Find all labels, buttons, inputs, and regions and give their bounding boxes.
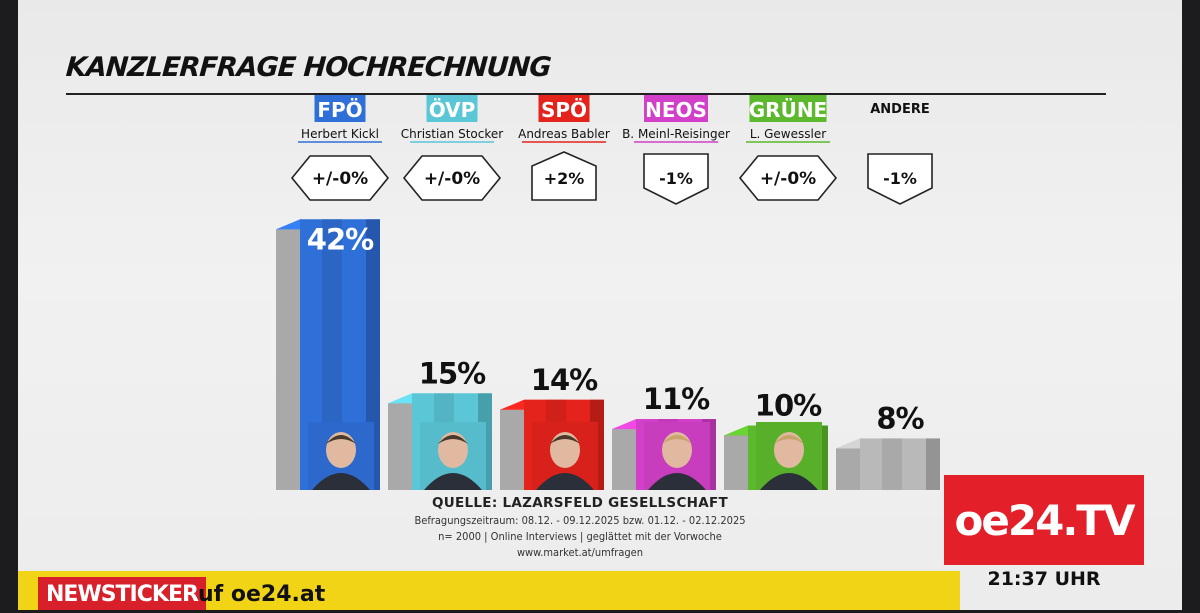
- candidate-name: Christian Stocker: [401, 127, 503, 141]
- value-label: 15%: [419, 356, 486, 390]
- value-label: 8%: [876, 401, 924, 435]
- change-badge: [738, 155, 838, 201]
- change-label: -1%: [659, 169, 693, 188]
- party-label: FPÖ: [317, 98, 362, 122]
- portrait-suit: [760, 473, 818, 490]
- value-label: 10%: [755, 389, 822, 423]
- change-label: +2%: [544, 169, 585, 188]
- portrait-hair: [550, 435, 580, 444]
- portrait-suit: [648, 473, 706, 490]
- value-label: 42%: [307, 222, 374, 256]
- title-rule: [66, 93, 1106, 95]
- portrait-face: [662, 432, 692, 468]
- bar-group-grüne: 10% GRÜNE L. Gewessler +/-0%: [724, 95, 838, 490]
- bar-facet: [926, 438, 940, 490]
- party-label: SPÖ: [541, 98, 587, 122]
- portrait-face: [326, 432, 356, 468]
- portrait-hair: [326, 435, 356, 444]
- change-label: +/-0%: [760, 169, 816, 189]
- portrait-hair: [438, 435, 468, 444]
- ticker-text: uf oe24.at: [198, 582, 326, 607]
- candidate-portrait: [308, 422, 374, 490]
- portrait-suit: [424, 473, 482, 490]
- bar-side: [612, 419, 636, 490]
- bar-facet: [882, 438, 902, 490]
- bar-side: [836, 438, 860, 490]
- portrait-hair: [774, 435, 804, 444]
- survey-method: n= 2000 | Online Interviews | geglättet …: [438, 530, 722, 543]
- portrait-suit: [312, 473, 370, 490]
- portrait-face: [438, 432, 468, 468]
- bar-side: [388, 393, 412, 490]
- candidate-portrait: [532, 422, 598, 490]
- candidate-portrait: [756, 422, 822, 490]
- source-url: www.market.at/umfragen: [516, 546, 644, 559]
- portrait-hair: [662, 435, 692, 444]
- change-badge: [402, 155, 502, 201]
- party-chip: [749, 95, 827, 122]
- candidate-name: B. Meinl-Reisinger: [622, 127, 730, 141]
- change-badge: [531, 151, 597, 201]
- bar-group-neos: 11% NEOS B. Meinl-Reisinger -1%: [612, 95, 730, 490]
- clock: 21:37 UHR: [987, 568, 1101, 590]
- party-chip: [314, 95, 366, 122]
- candidate-name: Herbert Kickl: [301, 127, 379, 141]
- news-ticker: NEWSTICKER uf oe24.at: [18, 571, 960, 610]
- portrait-suit: [536, 473, 594, 490]
- portrait-face: [774, 432, 804, 468]
- change-badge: [867, 153, 933, 205]
- change-badge: [643, 153, 709, 205]
- bar-group-andere: 8% ANDERE -1%: [836, 102, 940, 490]
- bar-side: [724, 425, 748, 490]
- party-label: ANDERE: [870, 102, 930, 117]
- ticker-label: NEWSTICKER: [38, 577, 206, 610]
- party-chip: [644, 95, 708, 122]
- candidate-name: L. Gewessler: [750, 127, 826, 141]
- value-label: 11%: [643, 382, 710, 416]
- portrait-face: [550, 432, 580, 468]
- change-badge: [290, 155, 390, 201]
- change-label: +/-0%: [424, 169, 480, 189]
- oe24-logo: oe24.TV: [944, 475, 1144, 565]
- bar-side: [500, 399, 524, 490]
- party-chip: [426, 95, 478, 122]
- party-label: GRÜNE: [749, 98, 827, 122]
- party-label: ÖVP: [429, 98, 476, 122]
- source-block: QUELLE: LAZARSFELD GESELLSCHAFT Befragun…: [380, 495, 780, 559]
- candidate-name: Andreas Babler: [518, 127, 610, 141]
- value-label: 14%: [531, 363, 598, 397]
- party-label: NEOS: [645, 98, 707, 122]
- candidate-portrait: [420, 422, 486, 490]
- bar-group-fpö: 42% FPÖ Herbert Kickl +/-0%: [276, 95, 390, 491]
- candidate-portrait: [644, 422, 710, 490]
- bar-group-spö: 14% SPÖ Andreas Babler +2%: [500, 95, 610, 490]
- party-chip: [538, 95, 590, 122]
- change-label: +/-0%: [312, 169, 368, 189]
- bar-side: [276, 219, 300, 491]
- bar-group-övp: 15% ÖVP Christian Stocker +/-0%: [388, 95, 503, 490]
- change-label: -1%: [883, 169, 917, 188]
- survey-period: Befragungszeitraum: 08.12. - 09.12.2025 …: [414, 514, 746, 527]
- source-title: QUELLE: LAZARSFELD GESELLSCHAFT: [431, 495, 729, 511]
- logo-text: oe24.TV: [954, 495, 1136, 545]
